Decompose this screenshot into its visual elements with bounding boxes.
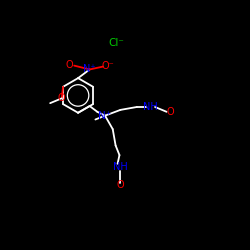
Text: NH: NH [143, 102, 158, 112]
Text: O: O [58, 93, 66, 103]
Text: N⁺: N⁺ [98, 111, 112, 121]
Text: Cl⁻: Cl⁻ [109, 38, 124, 48]
Text: O: O [116, 180, 124, 190]
Text: N⁺: N⁺ [83, 64, 96, 74]
Text: O: O [66, 60, 73, 70]
Text: NH: NH [113, 162, 128, 172]
Text: O: O [166, 107, 174, 117]
Text: O⁻: O⁻ [102, 60, 114, 70]
